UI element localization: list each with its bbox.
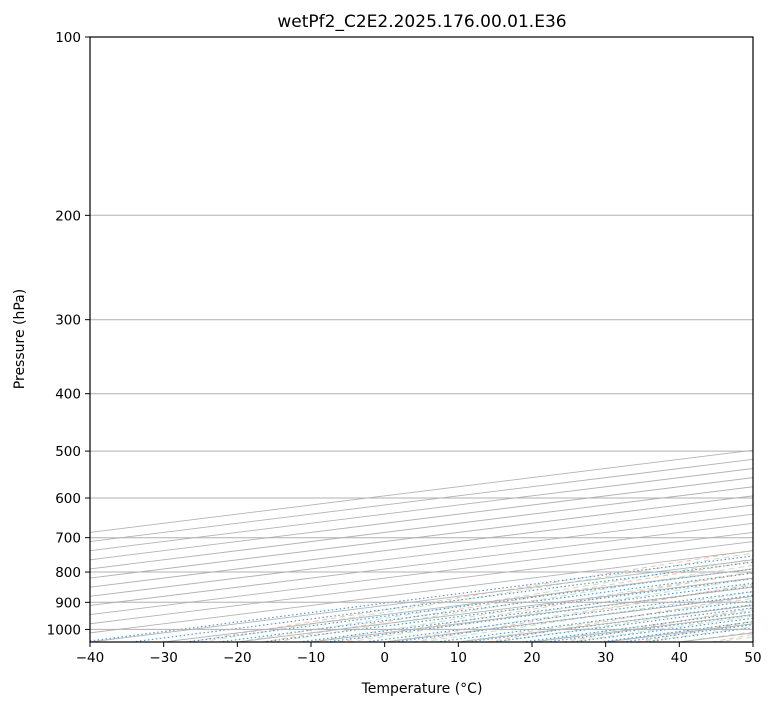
y-tick-label: 400 [55, 387, 81, 403]
mixing-ratio-line [522, 611, 753, 642]
x-tick-label: 30 [597, 650, 614, 666]
isotherm [90, 504, 753, 588]
dry-adiabat [487, 595, 753, 642]
y-axis-label: Pressure (hPa) [12, 289, 28, 389]
isotherm [90, 477, 753, 561]
isotherm [90, 513, 753, 597]
x-tick-label: 0 [380, 650, 389, 666]
x-tick-label: −10 [297, 650, 326, 666]
y-tick-label: 200 [55, 208, 81, 224]
x-axis-label: Temperature (°C) [361, 681, 483, 697]
isotherm [90, 468, 753, 552]
mixing-ratio-line [492, 607, 753, 642]
x-tick-label: 40 [671, 650, 688, 666]
isotherm [90, 522, 753, 606]
dry-adiabat [263, 560, 753, 642]
moist-adiabat [237, 558, 753, 642]
y-tick-label: 600 [55, 491, 81, 507]
chart-title: wetPf2_C2E2.2025.176.00.01.E36 [277, 12, 566, 32]
x-tick-label: −20 [223, 650, 252, 666]
y-tick-label: 1000 [47, 622, 81, 638]
moist-adiabat [421, 591, 753, 642]
y-tick-label: 500 [55, 444, 81, 460]
plot-frame [89, 36, 754, 643]
x-tick-label: 50 [744, 650, 761, 666]
x-tick-label: 10 [450, 650, 467, 666]
background-lines [90, 449, 753, 642]
x-tick-label: −40 [76, 650, 105, 666]
dry-adiabat [338, 571, 753, 642]
moist-adiabat [200, 552, 753, 642]
x-axis-ticks: −40 −30 −20 −10 0 10 20 30 40 50 [76, 642, 762, 666]
isotherm [90, 458, 753, 543]
isotherm [90, 495, 753, 579]
mixing-ratio-line [90, 555, 753, 642]
moist-adiabat [347, 577, 753, 642]
y-tick-label: 800 [55, 565, 81, 581]
isotherm [90, 531, 753, 616]
x-tick-label: −30 [149, 650, 178, 666]
y-tick-label: 700 [55, 531, 81, 547]
isotherm [90, 486, 753, 570]
pressure-gridlines [90, 37, 753, 630]
y-tick-label: 300 [55, 313, 81, 329]
mixing-ratio-line [131, 561, 753, 642]
y-tick-label: 900 [55, 595, 81, 611]
mixing-ratio-line [436, 600, 753, 642]
x-tick-label: 20 [523, 650, 540, 666]
y-axis-ticks: 100 200 300 400 500 600 700 800 900 1000 [47, 30, 90, 638]
y-tick-label: 100 [55, 30, 81, 46]
